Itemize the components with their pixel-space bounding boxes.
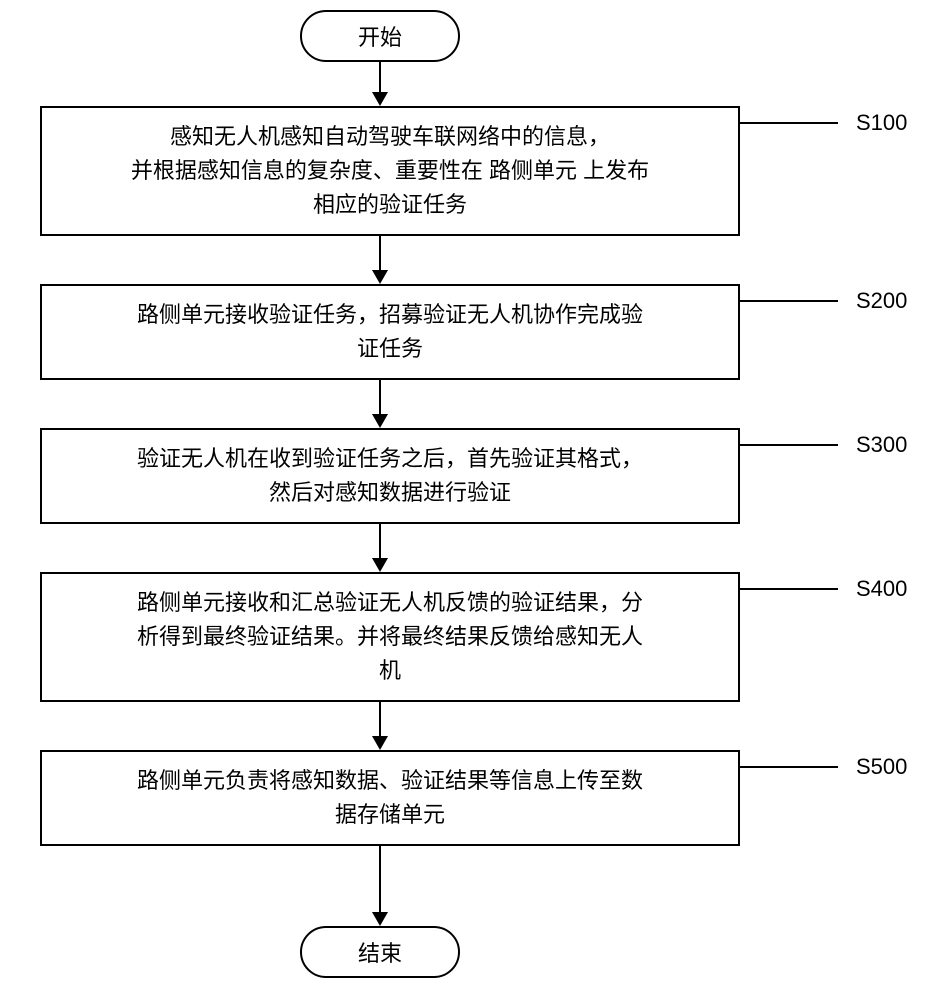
process-s500: 路侧单元负责将感知数据、验证结果等信息上传至数 据存储单元	[40, 750, 740, 846]
step-label-s300: S300	[856, 432, 907, 458]
label-connector	[740, 122, 838, 124]
edge-arrow	[372, 414, 388, 428]
edge	[379, 62, 381, 92]
step-label-s200: S200	[856, 288, 907, 314]
edge-arrow	[372, 736, 388, 750]
start-label: 开始	[358, 20, 402, 52]
label-connector	[740, 300, 838, 302]
edge-arrow	[372, 558, 388, 572]
step-label-s100: S100	[856, 110, 907, 136]
end-node: 结束	[300, 926, 460, 978]
step-label-s500: S500	[856, 754, 907, 780]
edge	[379, 524, 381, 558]
edge	[379, 236, 381, 270]
edge	[379, 846, 381, 912]
label-connector	[740, 588, 838, 590]
process-s400: 路侧单元接收和汇总验证无人机反馈的验证结果，分 析得到最终验证结果。并将最终结果…	[40, 572, 740, 702]
edge	[379, 380, 381, 414]
edge-arrow	[372, 912, 388, 926]
label-connector	[740, 766, 838, 768]
process-text: 路侧单元接收验证任务，招募验证无人机协作完成验 证任务	[137, 298, 643, 366]
label-connector	[740, 444, 838, 446]
process-text: 感知无人机感知自动驾驶车联网络中的信息， 并根据感知信息的复杂度、重要性在 路侧…	[131, 120, 649, 222]
edge-arrow	[372, 270, 388, 284]
end-label: 结束	[358, 936, 402, 968]
start-node: 开始	[300, 10, 460, 62]
flowchart-canvas: 开始 感知无人机感知自动驾驶车联网络中的信息， 并根据感知信息的复杂度、重要性在…	[0, 0, 939, 1000]
step-label-s400: S400	[856, 576, 907, 602]
process-text: 路侧单元接收和汇总验证无人机反馈的验证结果，分 析得到最终验证结果。并将最终结果…	[137, 586, 643, 688]
process-text: 路侧单元负责将感知数据、验证结果等信息上传至数 据存储单元	[137, 764, 643, 832]
process-s100: 感知无人机感知自动驾驶车联网络中的信息， 并根据感知信息的复杂度、重要性在 路侧…	[40, 106, 740, 236]
process-s200: 路侧单元接收验证任务，招募验证无人机协作完成验 证任务	[40, 284, 740, 380]
edge-arrow	[372, 92, 388, 106]
process-s300: 验证无人机在收到验证任务之后，首先验证其格式， 然后对感知数据进行验证	[40, 428, 740, 524]
edge	[379, 702, 381, 736]
process-text: 验证无人机在收到验证任务之后，首先验证其格式， 然后对感知数据进行验证	[137, 442, 643, 510]
